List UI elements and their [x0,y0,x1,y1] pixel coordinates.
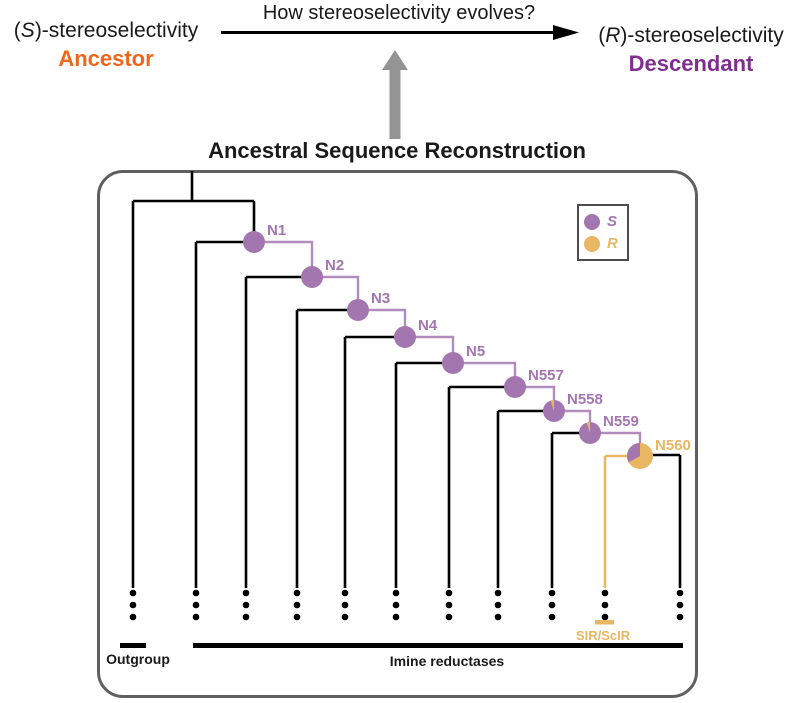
leaf-dot [242,613,250,621]
node-pie-N5 [442,352,464,374]
evolution-arrow-head [553,25,579,40]
imine-reductases-label: Imine reductases [389,653,505,669]
leaf-dot [676,589,684,597]
descendant-suffix: )-stereoselectivity [620,24,784,47]
leaf-dot [392,589,400,597]
node-label-N5: N5 [466,343,485,360]
node-label-N560: N560 [655,437,691,454]
leaf-dot [129,613,137,621]
leaf-dot [676,601,684,609]
leaf-dot [445,601,453,609]
ancestor-paren: ( [13,19,21,42]
node-pie-N3 [347,299,369,321]
ancestor-suffix: )-stereoselectivity [34,19,199,42]
legend-swatch-s-icon [584,213,600,230]
leaf-dot [601,589,609,597]
legend-swatch-r-icon [584,235,600,252]
root-branches [131,171,256,588]
leaf-dot [494,589,502,597]
imine-reductases-bar [193,643,683,648]
asr-up-arrow-icon [382,50,408,139]
method-title: Ancestral Sequence Reconstruction [208,138,586,163]
leaf-dot [129,589,137,597]
leaf-dot [192,589,200,597]
leaf-dot [341,613,349,621]
leaf-dot [601,613,609,621]
node-pie-N1 [243,231,265,253]
node-pie-N557 [504,376,526,398]
node-label-N2: N2 [325,257,344,274]
node-pie-wedge-N558 [550,400,554,411]
leaf-dot [341,589,349,597]
node-pie-wedge-N560 [627,443,640,463]
leaf-dot [293,601,301,609]
branch-N558 [496,409,554,588]
leaf-dot [548,601,556,609]
node-label-N558: N558 [567,391,603,408]
leaf-dot [392,601,400,609]
leaf-dot [129,601,137,609]
leaf-dot [494,613,502,621]
leaf-dot [293,589,301,597]
leaf-dot [494,601,502,609]
branch-N559 [550,431,590,588]
leaf-dot [676,613,684,621]
legend-row-r: R [584,235,622,252]
leaf-dot [601,601,609,609]
branch-N5 [394,361,453,588]
descendant-r-italic: R [605,24,621,47]
legend-label-r: R [607,235,618,252]
descendant-paren: ( [598,24,606,47]
node-pie-N2 [301,266,323,288]
leaf-dot [242,601,250,609]
node-pie-wedge-N559 [586,422,590,433]
outgroup-bar [120,643,146,648]
node-label-N557: N557 [528,367,564,384]
leaf-dot [192,613,200,621]
leaf-dot [392,613,400,621]
question-label: How stereoselectivity evolves? [262,2,536,24]
legend-row-s: S [584,213,622,230]
descendant-role-label: Descendant [628,51,754,76]
branch-N557 [447,385,515,588]
legend: S R [577,204,629,261]
branch-sir-scir [603,454,640,588]
node-label-N1: N1 [267,222,286,239]
node-label-N4: N4 [418,317,438,334]
leaf-dot [445,613,453,621]
branch-N3 [295,308,358,588]
sir-scir-label: SIR/ScIR [575,628,631,643]
leaf-dot [445,589,453,597]
descendant-selectivity-label: (R)-stereoselectivity [584,24,798,47]
leaf-dot [548,589,556,597]
node-label-N559: N559 [603,413,639,430]
branch-descendant-r [640,453,682,588]
node-label-N3: N3 [371,290,390,307]
ancestor-role-label: Ancestor [58,46,154,71]
ancestor-selectivity-label: (S)-stereoselectivity [0,19,212,42]
ancestor-s-italic: S [20,19,35,42]
ancestral-path [254,240,642,456]
outgroup-label: Outgroup [106,651,170,667]
legend-label-s: S [607,213,618,230]
leaf-dot [293,613,301,621]
branch-N2 [244,275,312,588]
node-pie-N4 [394,326,416,348]
sir-scir-bar [595,620,614,625]
leaf-dot [548,613,556,621]
leaf-dot [242,589,250,597]
leaf-dot [341,601,349,609]
leaf-dot [192,601,200,609]
